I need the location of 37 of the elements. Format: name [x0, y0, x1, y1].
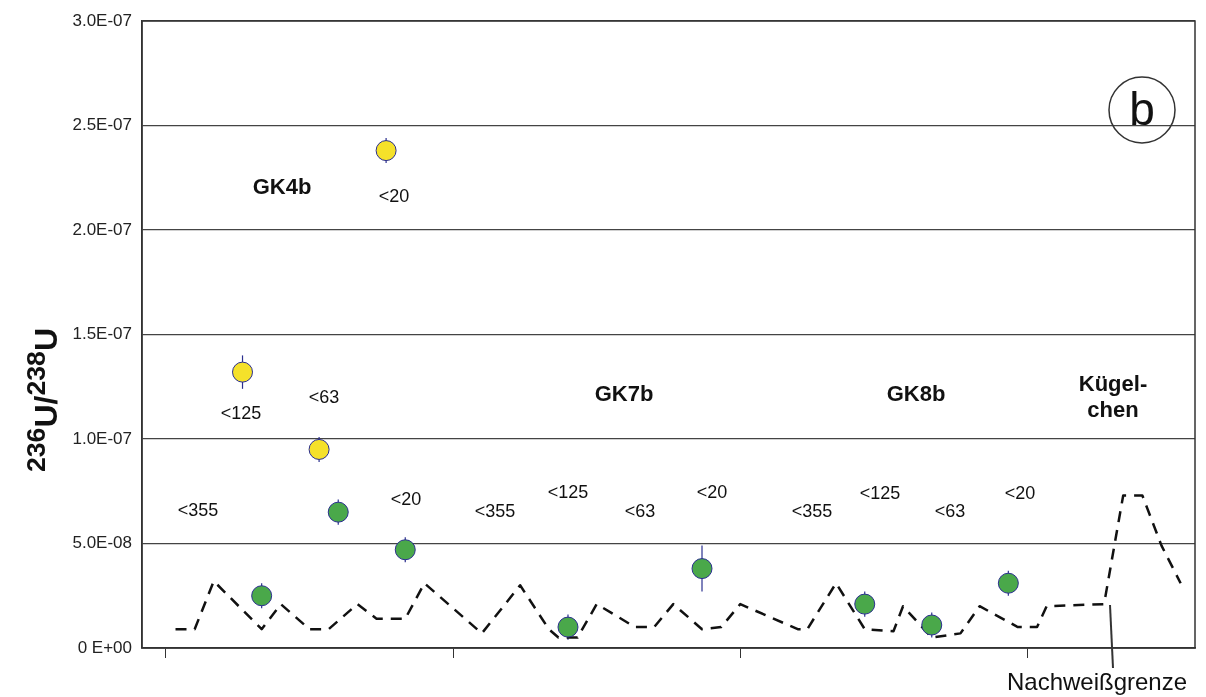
annotation: <355: [177, 499, 219, 520]
annotation: <355: [791, 500, 833, 521]
annotation: Kügel- chen: [1078, 371, 1148, 423]
annotation: <63: [934, 500, 966, 521]
annotation: <125: [220, 402, 262, 423]
point: [232, 361, 254, 383]
point: [921, 614, 943, 636]
point: [854, 593, 876, 615]
y-tick-label: 5.0E-08: [72, 533, 132, 553]
point: [691, 558, 713, 580]
annotation: <63: [308, 386, 340, 407]
point: [375, 140, 397, 162]
annotation: <20: [390, 488, 422, 509]
annotation: <20: [1004, 482, 1036, 503]
y-tick-label: 0 E+00: [77, 637, 132, 657]
annotation: GK4b: [252, 174, 312, 200]
y-tick-label: 3.0E-07: [72, 10, 132, 30]
annotation: <355: [474, 500, 516, 521]
y-tick-label: 2.0E-07: [72, 219, 132, 239]
annotation: <125: [859, 482, 901, 503]
annotation: b: [1129, 82, 1155, 135]
point: [327, 501, 349, 523]
annotation: <20: [378, 185, 410, 206]
annotation: <125: [547, 481, 589, 502]
text: Nachweißgrenze: [1006, 667, 1188, 695]
y-tick-label: 1.5E-07: [72, 324, 132, 344]
annotation: GK8b: [886, 381, 946, 407]
point: [308, 438, 330, 460]
y-tick-label: 2.5E-07: [72, 115, 132, 135]
point: [251, 585, 273, 607]
point: [557, 616, 579, 638]
annotation: GK7b: [594, 381, 654, 407]
y-tick-label: 1.0E-07: [72, 428, 132, 448]
annotation: <63: [624, 500, 656, 521]
point: [394, 539, 416, 561]
annotation: <20: [696, 481, 728, 502]
point: [997, 572, 1019, 594]
